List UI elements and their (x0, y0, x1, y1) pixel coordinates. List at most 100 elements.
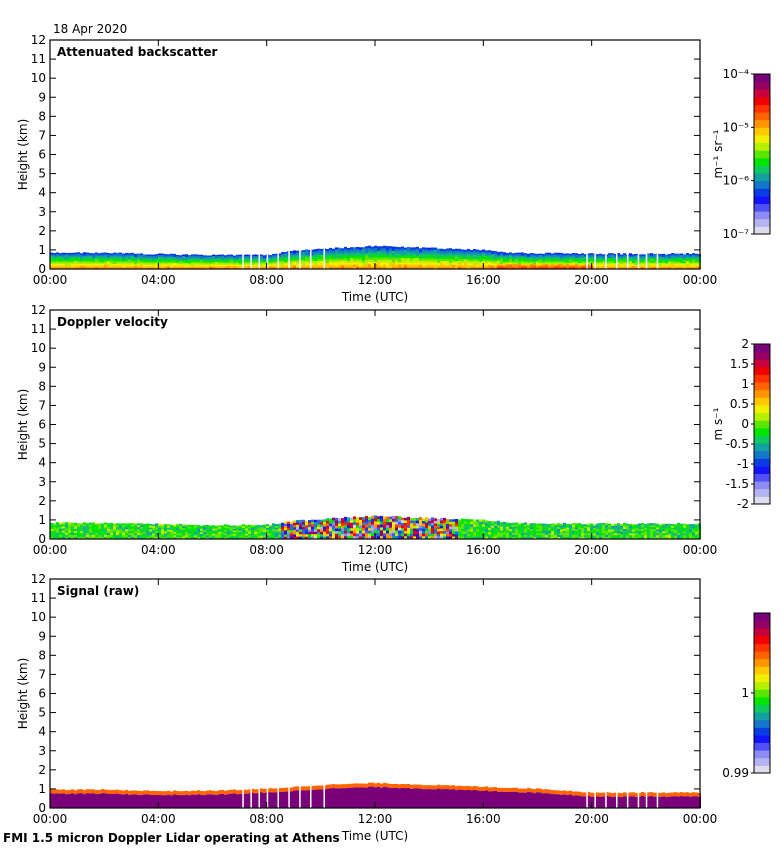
heatmap-cell (488, 532, 491, 535)
heatmap-cell (122, 258, 125, 261)
heatmap-cell (332, 523, 335, 527)
heatmap-cell (476, 257, 479, 260)
heatmap-cell (620, 264, 623, 267)
heatmap-cell (68, 528, 71, 532)
heatmap-cell (149, 525, 152, 529)
heatmap-cell (161, 526, 164, 529)
heatmap-cell (596, 258, 599, 261)
heatmap-cell (59, 530, 62, 534)
heatmap-cell (536, 527, 539, 530)
heatmap-cell (599, 537, 602, 540)
heatmap-cell (638, 255, 641, 258)
heatmap-cell (494, 534, 497, 538)
heatmap-cell (200, 256, 203, 259)
heatmap-cell (623, 529, 626, 532)
heatmap-cell (497, 267, 500, 270)
heatmap-cell (371, 257, 374, 261)
heatmap-cell (278, 253, 281, 256)
heatmap-cell (452, 257, 455, 260)
heatmap-cell (635, 255, 638, 258)
heatmap-cell (161, 533, 164, 536)
heatmap-cell (401, 533, 404, 537)
heatmap-cell (443, 536, 446, 540)
heatmap-cell (605, 529, 608, 532)
heatmap-cell (107, 261, 110, 264)
data-gap (656, 244, 659, 269)
heatmap-cell (632, 264, 635, 267)
heatmap-cell (413, 518, 416, 522)
heatmap-cell (71, 528, 74, 532)
heatmap-cell (227, 264, 230, 267)
heatmap-cell (416, 264, 419, 268)
y-tick-label: 2 (38, 494, 46, 508)
colorbar-swatch (754, 104, 770, 113)
heatmap-cell (164, 526, 167, 529)
heatmap-cell (497, 262, 500, 265)
heatmap-cell (689, 258, 692, 261)
heatmap-cell (101, 256, 104, 259)
heatmap-cell (209, 262, 212, 265)
heatmap-cell (431, 533, 434, 537)
heatmap-cell (233, 528, 236, 532)
heatmap-cell (614, 264, 617, 267)
heatmap-cell (461, 536, 464, 540)
heatmap-cell (302, 519, 305, 523)
heatmap-cell (572, 262, 575, 265)
heatmap-cell (437, 252, 440, 256)
heatmap-cell (80, 261, 83, 264)
heatmap-cell (491, 256, 494, 259)
heatmap-cell (344, 516, 347, 521)
heatmap-cell (557, 252, 560, 255)
heatmap-cell (245, 263, 248, 266)
heatmap-cell (182, 531, 185, 535)
heatmap-cell (359, 266, 362, 270)
heatmap-cell (77, 265, 80, 268)
heatmap-cell (179, 529, 182, 532)
heatmap-cell (500, 253, 503, 256)
heatmap-cell (407, 266, 410, 270)
heatmap-cell (485, 265, 488, 268)
heatmap-cell (329, 250, 332, 253)
heatmap-cell (65, 528, 68, 532)
heatmap-cell (629, 265, 632, 268)
heatmap-cell (206, 528, 209, 531)
heatmap-cell (341, 248, 344, 251)
heatmap-cell (125, 259, 128, 262)
heatmap-cell (203, 264, 206, 267)
heatmap-cell (512, 537, 515, 540)
heatmap-cell (143, 531, 146, 534)
heatmap-cell (233, 530, 236, 533)
heatmap-cell (527, 523, 530, 526)
heatmap-cell (152, 537, 155, 540)
heatmap-cell (431, 258, 434, 261)
heatmap-cell (575, 265, 578, 268)
heatmap-cell (344, 519, 347, 523)
heatmap-cell (377, 516, 380, 520)
colorbar-swatch (754, 405, 770, 414)
heatmap-cell (131, 534, 134, 538)
heatmap-cell (533, 535, 536, 538)
heatmap-cell (557, 527, 560, 530)
heatmap-cell (563, 537, 566, 540)
heatmap-cell (86, 254, 89, 257)
heatmap-cell (278, 262, 281, 265)
heatmap-cell (344, 530, 347, 534)
heatmap-cell (203, 259, 206, 262)
heatmap-cell (527, 258, 530, 261)
heatmap-cell (695, 528, 698, 531)
colorbar-tick-label: 1 (741, 377, 749, 391)
heatmap-cell (488, 267, 491, 270)
colorbar-tick-label: 0.5 (730, 397, 749, 411)
heatmap-cell (131, 537, 134, 540)
heatmap-cell (530, 262, 533, 265)
heatmap-cell (401, 520, 404, 524)
heatmap-cell (392, 527, 395, 531)
heatmap-cell (293, 522, 296, 526)
colorbar-swatch (754, 180, 770, 189)
heatmap-cell (665, 527, 668, 530)
heatmap-cell (341, 536, 344, 540)
heatmap-cell (68, 522, 71, 525)
heatmap-cell (83, 252, 86, 255)
heatmap-cell (470, 531, 473, 535)
heatmap-cell (683, 529, 686, 532)
